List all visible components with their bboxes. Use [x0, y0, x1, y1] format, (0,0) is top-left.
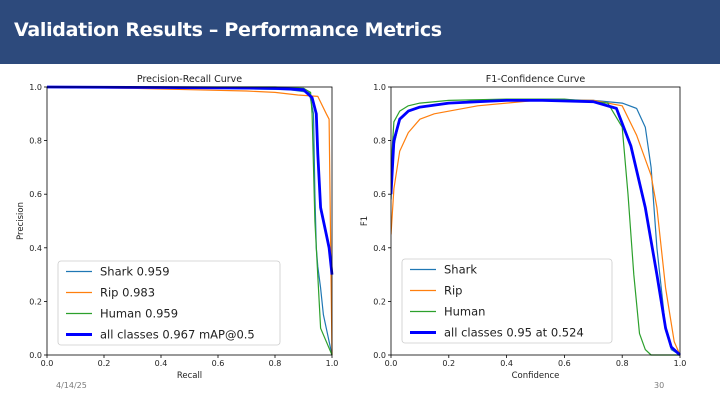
legend-box	[57, 260, 281, 346]
y-tick-label: 0.0	[29, 351, 42, 360]
slide-title: Validation Results – Performance Metrics	[14, 19, 442, 41]
legend-label-1: Rip	[444, 284, 463, 298]
x-tick-label: 0.6	[212, 359, 225, 368]
legend-label-2: Human 0.959	[100, 307, 178, 321]
chart-title: Precision-Recall Curve	[137, 74, 242, 85]
y-tick-label: 0.2	[29, 297, 42, 306]
x-tick-label: 0.2	[442, 359, 455, 368]
x-tick-label: 0.8	[616, 359, 629, 368]
x-axis-label: Recall	[177, 371, 202, 381]
legend-label-2: Human	[444, 305, 485, 319]
title-bar: Validation Results – Performance Metrics	[0, 0, 720, 64]
legend-label-1: Rip 0.983	[100, 286, 155, 300]
y-tick-label: 0.4	[29, 244, 42, 253]
x-tick-label: 0.4	[500, 359, 513, 368]
y-tick-label: 0.6	[373, 190, 386, 199]
y-axis-label: Precision	[16, 202, 26, 240]
y-tick-label: 0.6	[29, 190, 42, 199]
slide-date: 4/14/25	[56, 381, 87, 390]
x-tick-label: 0.6	[558, 359, 571, 368]
y-tick-label: 0.4	[373, 244, 386, 253]
legend-label-0: Shark	[444, 263, 477, 277]
plot-frame	[390, 86, 681, 356]
legend-label-3: all classes 0.95 at 0.524	[444, 326, 584, 340]
legend-box	[401, 258, 613, 344]
plot-frame	[46, 86, 333, 356]
series-line-3	[47, 85, 334, 275]
y-tick-label: 1.0	[29, 83, 42, 92]
f1-curve-svg: F1-Confidence Curve 0.0 0.2 0.4 0.6 0.8 1.0 0.0…	[360, 74, 687, 381]
x-tick-label: 0.8	[269, 359, 282, 368]
y-tick-label: 1.0	[373, 83, 386, 92]
y-axis-label: F1	[360, 216, 370, 226]
x-tick-label: 0.0	[385, 359, 398, 368]
chart-title: F1-Confidence Curve	[486, 74, 586, 85]
y-tick-label: 0.2	[373, 297, 386, 306]
pr-curve-svg: Precision-Recall Curve 0.0 0.2 0.4 0.6 0.8 1.0…	[16, 74, 339, 381]
slide-number: 30	[654, 381, 665, 390]
x-tick-label: 0.4	[155, 359, 168, 368]
legend-label-0: Shark 0.959	[100, 265, 170, 279]
series-line-3	[391, 98, 681, 357]
y-tick-label: 0.0	[373, 351, 386, 360]
x-axis-label: Confidence	[512, 371, 560, 381]
x-tick-label: 0.2	[98, 359, 111, 368]
x-tick-label: 1.0	[674, 359, 687, 368]
series-line-1	[47, 86, 333, 356]
pr-curve-chart: Precision-Recall Curve 0.0 0.2 0.4 0.6 0.8 1.0…	[10, 70, 345, 386]
y-tick-label: 0.8	[373, 137, 386, 146]
legend-label-3: all classes 0.967 mAP@0.5	[100, 328, 255, 342]
x-tick-label: 1.0	[326, 359, 339, 368]
x-tick-label: 0.0	[41, 359, 54, 368]
y-tick-label: 0.8	[29, 137, 42, 146]
f1-curve-chart: F1-Confidence Curve 0.0 0.2 0.4 0.6 0.8 1.0 0.0…	[356, 70, 691, 386]
